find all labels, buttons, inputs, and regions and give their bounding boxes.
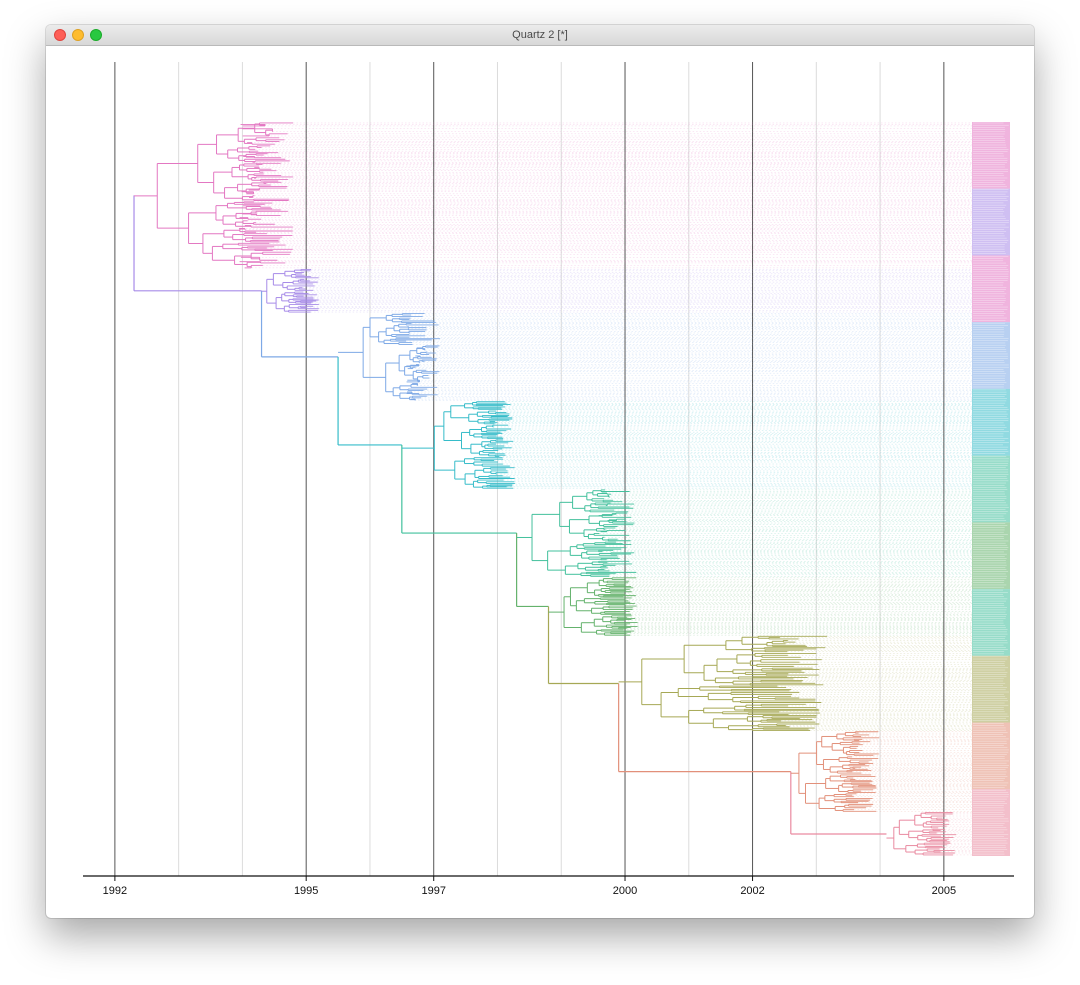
quartz-window: Quartz 2 [*] 1992 1995 1997 2000 2002 2005: [46, 25, 1034, 918]
tip-label-block: [972, 188, 1010, 256]
tip-label-block: [972, 522, 1010, 590]
zoom-button[interactable]: [90, 29, 102, 41]
title-bar[interactable]: Quartz 2 [*]: [46, 25, 1034, 46]
x-axis-tick-label: 1997: [421, 885, 445, 897]
tip-label-block: [972, 388, 1010, 456]
x-axis-tick-label: 2002: [740, 885, 764, 897]
tree-branches: [133, 122, 957, 856]
tip-label-block: [972, 655, 1010, 723]
tip-label-strip: [972, 122, 1010, 857]
tip-label-block: [972, 122, 1010, 189]
x-axis-tick-label: 1992: [103, 885, 127, 897]
x-axis-tick-label: 2005: [932, 885, 956, 897]
x-axis-tick-label: 1995: [294, 885, 318, 897]
tip-guide-lines: [238, 122, 972, 856]
tip-label-block: [972, 589, 1010, 656]
time-axis: 1992 1995 1997 2000 2002 2005: [83, 875, 1014, 897]
tip-label-block: [972, 455, 1010, 523]
tip-label-block: [972, 255, 1010, 323]
phylogenetic-tree-plot: 1992 1995 1997 2000 2002 2005: [83, 62, 1014, 897]
tip-label-block: [972, 722, 1010, 790]
tip-label-block: [972, 789, 1010, 856]
minimize-button[interactable]: [72, 29, 84, 41]
window-title: Quartz 2 [*]: [512, 29, 568, 41]
tip-label-block: [972, 322, 1010, 389]
close-button[interactable]: [54, 29, 66, 41]
x-axis-tick-label: 2000: [613, 885, 637, 897]
